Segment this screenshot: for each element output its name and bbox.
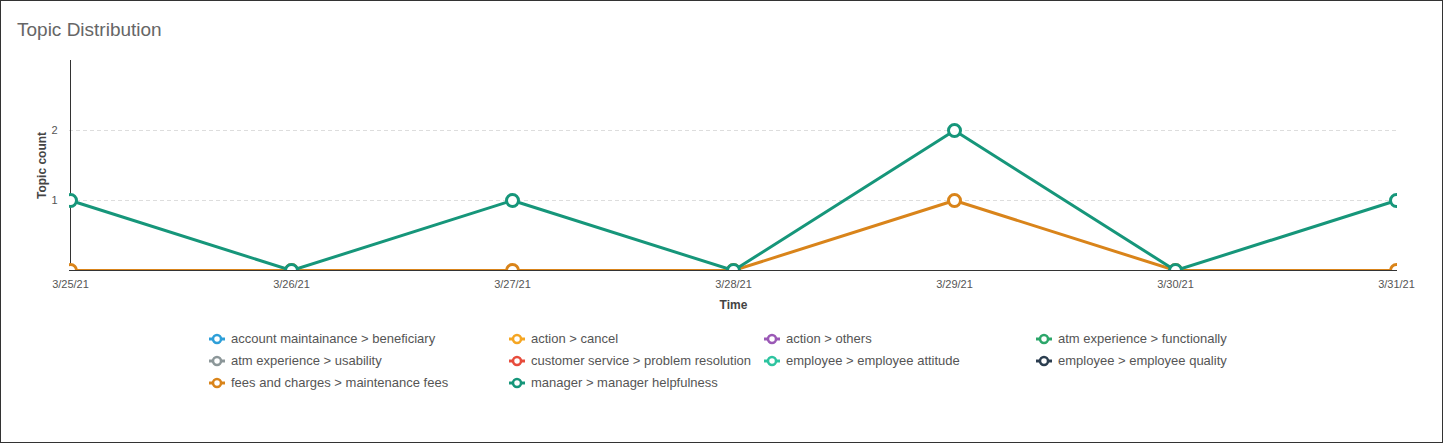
html-text:employee > employee attitude: employee > employee attitude — [786, 353, 960, 368]
svg-text:3/29/21: 3/29/21 — [936, 278, 973, 290]
html-text:atm experience > functionally: atm experience > functionally — [1058, 331, 1227, 346]
svg-text:3/25/21: 3/25/21 — [52, 278, 89, 290]
svg-text:1: 1 — [51, 194, 57, 206]
svg-text:3/31/21: 3/31/21 — [1378, 278, 1415, 290]
html-text:action > others: action > others — [786, 331, 872, 346]
svg-text:Topic count: Topic count — [35, 132, 49, 199]
svg-text:Time: Time — [720, 298, 748, 312]
svg-text:3/30/21: 3/30/21 — [1157, 278, 1194, 290]
html-text:customer service > problem res: customer service > problem resolution — [531, 353, 751, 368]
svg-text:3/26/21: 3/26/21 — [273, 278, 310, 290]
html-text:account maintainance > benefic: account maintainance > beneficiary — [231, 331, 436, 346]
html-text:employee > employee quality: employee > employee quality — [1058, 353, 1227, 368]
html-text:manager > manager helpfulness: manager > manager helpfulness — [531, 375, 718, 390]
html-text:fees and charges > maintenance: fees and charges > maintenance fees — [231, 375, 449, 390]
svg-text:2: 2 — [51, 124, 57, 136]
html-text:atm experience > usability: atm experience > usability — [231, 353, 382, 368]
html-text:action > cancel: action > cancel — [531, 331, 619, 346]
svg-text:3/27/21: 3/27/21 — [494, 278, 531, 290]
html-text:Topic Distribution: Topic Distribution — [17, 19, 162, 40]
svg-text:3/28/21: 3/28/21 — [715, 278, 752, 290]
